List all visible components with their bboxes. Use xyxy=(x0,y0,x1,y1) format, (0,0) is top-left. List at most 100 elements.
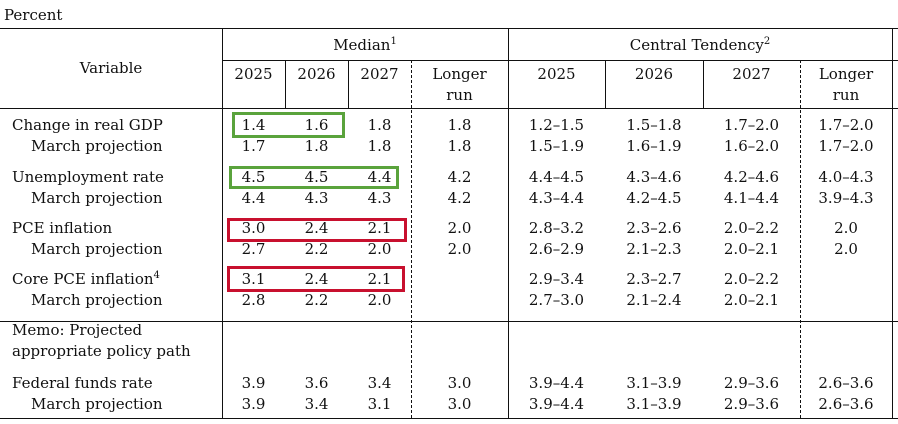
median-cell: 3.1 xyxy=(367,395,392,413)
row-label: March projection xyxy=(31,395,163,413)
median-cell: 4.4 xyxy=(241,189,266,207)
header-median-longer-run-line1: Longer xyxy=(432,65,487,83)
central-tendency-cell: 4.0–4.3 xyxy=(818,168,874,186)
central-tendency-cell: 2.3–2.6 xyxy=(626,219,682,237)
median-cell: 2.1 xyxy=(367,219,392,237)
median-cell: 1.8 xyxy=(447,137,472,155)
median-cell: 4.3 xyxy=(304,189,329,207)
median-cell: 2.4 xyxy=(304,270,329,288)
median-cell: 3.1 xyxy=(241,270,266,288)
median-cell: 3.4 xyxy=(304,395,329,413)
projections-table: Variable Median1 Central Tendency2 2025 … xyxy=(0,28,898,420)
median-cell: 4.5 xyxy=(241,168,266,186)
median-cell: 4.5 xyxy=(304,168,329,186)
median-cell: 2.0 xyxy=(447,219,472,237)
central-tendency-cell: 2.9–3.4 xyxy=(528,270,585,288)
median-cell: 4.4 xyxy=(367,168,392,186)
median-cell: 1.7 xyxy=(241,137,266,155)
header-median: Median1 xyxy=(222,36,508,54)
header-median-longer-run-line2: run xyxy=(446,86,473,104)
median-cell: 2.8 xyxy=(241,291,266,309)
median-cell: 3.0 xyxy=(447,374,472,392)
central-tendency-cell: 2.7–3.0 xyxy=(528,291,585,309)
row-label-footnote: 4 xyxy=(153,270,160,281)
header-ct-longer-run-line1: Longer xyxy=(818,65,874,83)
median-cell: 4.2 xyxy=(447,168,472,186)
central-tendency-cell: 2.6–2.9 xyxy=(528,240,585,258)
rule-median-2027 xyxy=(348,60,349,108)
row-label: PCE inflation xyxy=(12,219,113,237)
header-central-tendency: Central Tendency2 xyxy=(508,36,892,54)
central-tendency-cell: 3.9–4.4 xyxy=(528,395,585,413)
top-rule xyxy=(0,28,898,29)
median-cell: 3.0 xyxy=(447,395,472,413)
central-tendency-cell: 1.7–2.0 xyxy=(818,137,874,155)
header-median-2025: 2025 xyxy=(234,65,273,83)
median-cell: 1.4 xyxy=(241,116,266,134)
median-cell: 2.2 xyxy=(304,291,329,309)
header-ct-2026: 2026 xyxy=(634,65,674,83)
highlight-box-core-pce xyxy=(227,266,405,292)
central-tendency-cell: 2.8–3.2 xyxy=(528,219,585,237)
median-cell: 3.4 xyxy=(367,374,392,392)
header-median-2026: 2026 xyxy=(297,65,336,83)
highlight-box-pce xyxy=(227,218,407,242)
rule-central-tendency-col xyxy=(508,28,509,419)
header-variable: Variable xyxy=(79,59,143,77)
central-tendency-cell: 2.0–2.2 xyxy=(723,219,780,237)
header-bottom-rule xyxy=(0,108,898,109)
bottom-rule xyxy=(0,418,898,419)
median-cell: 3.9 xyxy=(241,374,266,392)
rule-ct-2026 xyxy=(605,60,606,108)
median-cell: 1.8 xyxy=(447,116,472,134)
central-tendency-cell: 3.1–3.9 xyxy=(626,374,682,392)
header-ct-2027: 2027 xyxy=(732,65,771,83)
memo-rule xyxy=(0,321,898,322)
header-median-footnote: 1 xyxy=(390,36,397,47)
central-tendency-cell: 4.3–4.6 xyxy=(626,168,682,186)
units-label: Percent xyxy=(4,6,63,24)
central-tendency-cell: 2.0–2.1 xyxy=(723,240,780,258)
central-tendency-cell: 2.0 xyxy=(834,219,858,237)
row-label: March projection xyxy=(31,137,163,155)
central-tendency-cell: 1.6–2.0 xyxy=(723,137,780,155)
header-ct-longer-run: Longer run xyxy=(800,65,892,104)
central-tendency-cell: 4.3–4.4 xyxy=(528,189,585,207)
central-tendency-cell: 1.5–1.9 xyxy=(528,137,585,155)
median-cell: 2.2 xyxy=(304,240,329,258)
median-cell: 2.1 xyxy=(367,270,392,288)
central-tendency-cell: 3.9–4.4 xyxy=(528,374,585,392)
median-cell: 3.0 xyxy=(241,219,266,237)
header-central-tendency-footnote: 2 xyxy=(763,36,771,47)
median-cell: 1.8 xyxy=(367,137,392,155)
central-tendency-cell: 2.9–3.6 xyxy=(723,374,780,392)
header-central-tendency-label: Central Tendency xyxy=(629,36,764,54)
rule-variable-col xyxy=(222,28,223,419)
memo-label-line2: appropriate policy path xyxy=(12,342,191,360)
central-tendency-cell: 4.2–4.5 xyxy=(626,189,682,207)
dashed-rule-ct-longer-run xyxy=(800,60,801,418)
central-tendency-cell: 1.7–2.0 xyxy=(723,116,780,134)
rule-ct-2027 xyxy=(703,60,704,108)
central-tendency-cell: 4.1–4.4 xyxy=(723,189,780,207)
highlight-box-unemployment xyxy=(229,166,399,189)
row-label: Change in real GDP xyxy=(12,116,163,134)
header-ct-2025: 2025 xyxy=(537,65,576,83)
header-ct-longer-run-line2: run xyxy=(832,86,860,104)
median-cell: 2.4 xyxy=(304,219,329,237)
median-cell: 2.0 xyxy=(447,240,472,258)
median-cell: 2.7 xyxy=(241,240,266,258)
rule-right-edge xyxy=(892,28,893,419)
median-cell: 4.3 xyxy=(367,189,392,207)
dashed-rule-median-longer-run xyxy=(411,60,412,418)
median-cell: 2.0 xyxy=(367,291,392,309)
central-tendency-cell: 2.3–2.7 xyxy=(626,270,682,288)
subheader-rule xyxy=(222,60,898,61)
median-cell: 3.6 xyxy=(304,374,329,392)
central-tendency-cell: 2.1–2.4 xyxy=(626,291,682,309)
median-cell: 4.2 xyxy=(447,189,472,207)
row-label: Federal funds rate xyxy=(12,374,153,392)
memo-label-line1: Memo: Projected xyxy=(12,321,143,339)
row-label: March projection xyxy=(31,291,163,309)
median-cell: 3.9 xyxy=(241,395,266,413)
